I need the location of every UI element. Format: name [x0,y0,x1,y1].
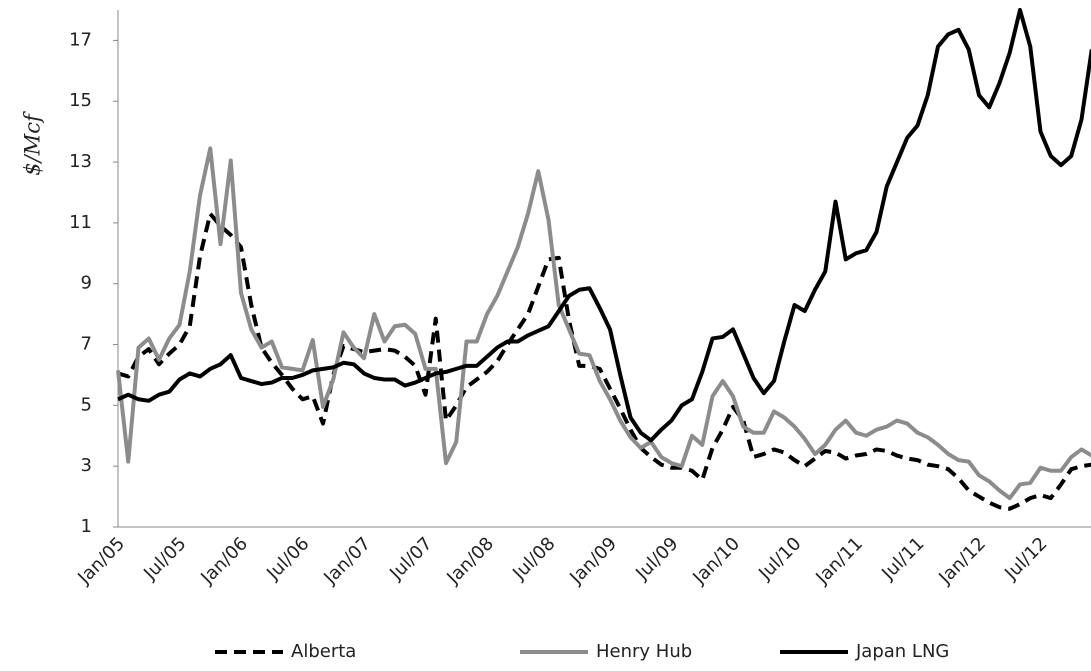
y-tick-label: 5 [81,394,92,415]
y-tick-label: 3 [81,455,92,476]
legend-label: Henry Hub [596,641,692,662]
y-tick-label: 11 [69,212,92,233]
y-tick-label: 1 [81,516,92,537]
x-tick-label: Jan/08 [442,533,498,589]
x-tick-label: Jul/07 [385,533,436,584]
x-tick-label: Jul/08 [508,533,559,584]
series-line [117,211,1091,511]
legend-label: Alberta [291,641,356,662]
x-tick-label: Jan/12 [934,533,990,589]
series-line [116,146,1091,501]
x-tick-label: Jan/10 [688,533,744,589]
x-tick-label: Jul/06 [262,533,313,584]
y-tick-label: 7 [81,334,92,355]
x-tick-label: Jan/05 [73,533,129,589]
y-tick-label: 13 [69,151,92,172]
x-tick-label: Jan/06 [196,533,252,589]
y-tick-label: 9 [81,273,92,294]
x-tick-label: Jul/09 [631,533,682,584]
x-tick-label: Jan/07 [319,533,375,589]
y-tick-label: 17 [69,29,92,50]
x-tick-label: Jul/05 [139,533,190,584]
series-line [117,8,1091,443]
x-tick-label: Jul/10 [754,533,805,584]
y-axis-label: $/Mcf [21,111,45,176]
x-tick-label: Jul/12 [1000,533,1051,584]
legend-label: Japan LNG [855,641,949,662]
x-tick-label: Jan/11 [811,533,867,589]
x-tick-label: Jul/11 [877,533,928,584]
x-tick-label: Jan/09 [565,533,621,589]
y-tick-label: 15 [69,90,92,111]
